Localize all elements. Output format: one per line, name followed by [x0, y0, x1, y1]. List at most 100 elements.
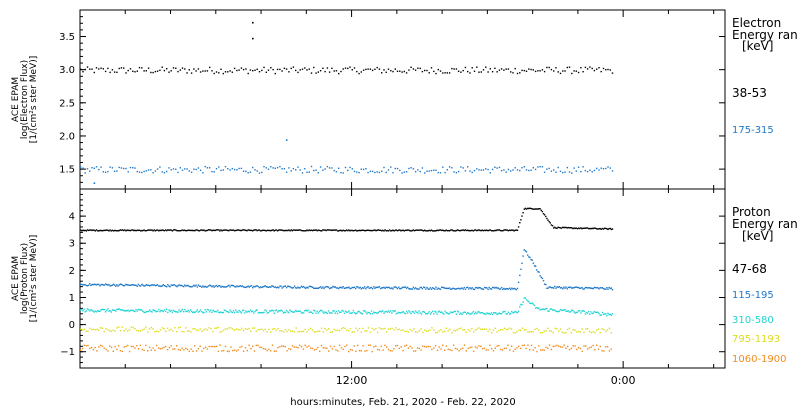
- data-point: [99, 344, 102, 347]
- data-point: [308, 68, 310, 70]
- data-point: [123, 229, 125, 232]
- data-point: [310, 72, 313, 74]
- data-point: [505, 68, 507, 70]
- data-point: [290, 348, 292, 351]
- data-point: [261, 346, 263, 349]
- data-point: [90, 229, 92, 231]
- data-point: [343, 287, 346, 289]
- data-point: [568, 227, 571, 229]
- data-point: [583, 310, 585, 313]
- data-point: [334, 286, 336, 288]
- data-point: [250, 285, 253, 287]
- data-point: [362, 229, 365, 231]
- data-point: [204, 230, 206, 232]
- data-point: [227, 285, 229, 287]
- data-point: [280, 285, 282, 287]
- data-point: [210, 229, 212, 231]
- data-point: [90, 328, 93, 331]
- data-point: [331, 287, 333, 289]
- data-point: [390, 310, 392, 312]
- data-point: [491, 71, 494, 73]
- data-point: [215, 311, 218, 313]
- data-point: [599, 314, 601, 316]
- data-point: [184, 168, 186, 170]
- data-point: [229, 229, 231, 231]
- data-point: [89, 68, 91, 70]
- data-point: [89, 229, 91, 231]
- data-point: [198, 285, 201, 287]
- data-point: [508, 229, 511, 231]
- data-point: [128, 284, 131, 286]
- data-point: [391, 327, 393, 330]
- data-point: [349, 312, 351, 314]
- data-point: [424, 69, 426, 72]
- data-point: [502, 311, 504, 313]
- data-point: [558, 226, 561, 229]
- data-point: [412, 311, 415, 313]
- data-point: [439, 70, 442, 72]
- data-point: [154, 349, 156, 352]
- data-point: [583, 288, 585, 290]
- data-point: [128, 310, 131, 313]
- data-point: [467, 286, 469, 288]
- data-point: [349, 230, 351, 232]
- data-point: [382, 328, 384, 330]
- data-point: [213, 72, 215, 75]
- data-point: [353, 170, 356, 173]
- data-point: [594, 331, 596, 334]
- data-point: [606, 346, 609, 348]
- data-point: [541, 166, 544, 168]
- data-point: [237, 229, 239, 231]
- data-point: [318, 229, 321, 232]
- data-point: [430, 288, 433, 290]
- data-point: [306, 310, 308, 312]
- data-point: [433, 287, 435, 290]
- data-point: [168, 167, 170, 169]
- data-point: [589, 169, 591, 171]
- data-point: [407, 286, 409, 289]
- data-point: [336, 312, 339, 315]
- data-point: [547, 310, 549, 312]
- data-point: [188, 330, 190, 332]
- data-point: [610, 332, 612, 334]
- data-point: [373, 329, 375, 331]
- data-point: [349, 66, 351, 68]
- data-point: [358, 229, 360, 232]
- data-point: [80, 283, 82, 285]
- data-point: [228, 350, 230, 353]
- data-point: [429, 313, 432, 315]
- data-point: [281, 168, 283, 170]
- data-point: [575, 170, 577, 172]
- data-point: [204, 165, 206, 168]
- data-point: [500, 68, 503, 70]
- data-point: [489, 172, 491, 174]
- data-point: [523, 208, 525, 210]
- data-point: [111, 69, 114, 71]
- data-point: [202, 229, 204, 232]
- data-point: [202, 172, 204, 174]
- data-point: [134, 347, 136, 349]
- data-point: [489, 344, 491, 346]
- data-point: [350, 287, 352, 290]
- data-point: [313, 66, 315, 69]
- data-point: [547, 287, 549, 289]
- data-point: [164, 229, 167, 231]
- data-point: [161, 310, 163, 312]
- data-point: [328, 71, 331, 73]
- data-point: [92, 284, 94, 286]
- data-point: [187, 229, 189, 231]
- data-point: [308, 229, 310, 231]
- data-point: [93, 229, 95, 231]
- data-point: [485, 229, 487, 232]
- data-point: [381, 170, 383, 172]
- y-axis-title: ACE EPAM: [11, 77, 21, 122]
- data-point: [204, 309, 206, 311]
- data-point: [184, 308, 186, 311]
- data-point: [238, 309, 240, 312]
- data-point: [487, 288, 489, 291]
- data-point: [506, 313, 508, 315]
- data-point: [391, 312, 393, 314]
- data-point: [297, 166, 299, 168]
- data-point: [512, 312, 514, 314]
- data-point: [448, 72, 451, 74]
